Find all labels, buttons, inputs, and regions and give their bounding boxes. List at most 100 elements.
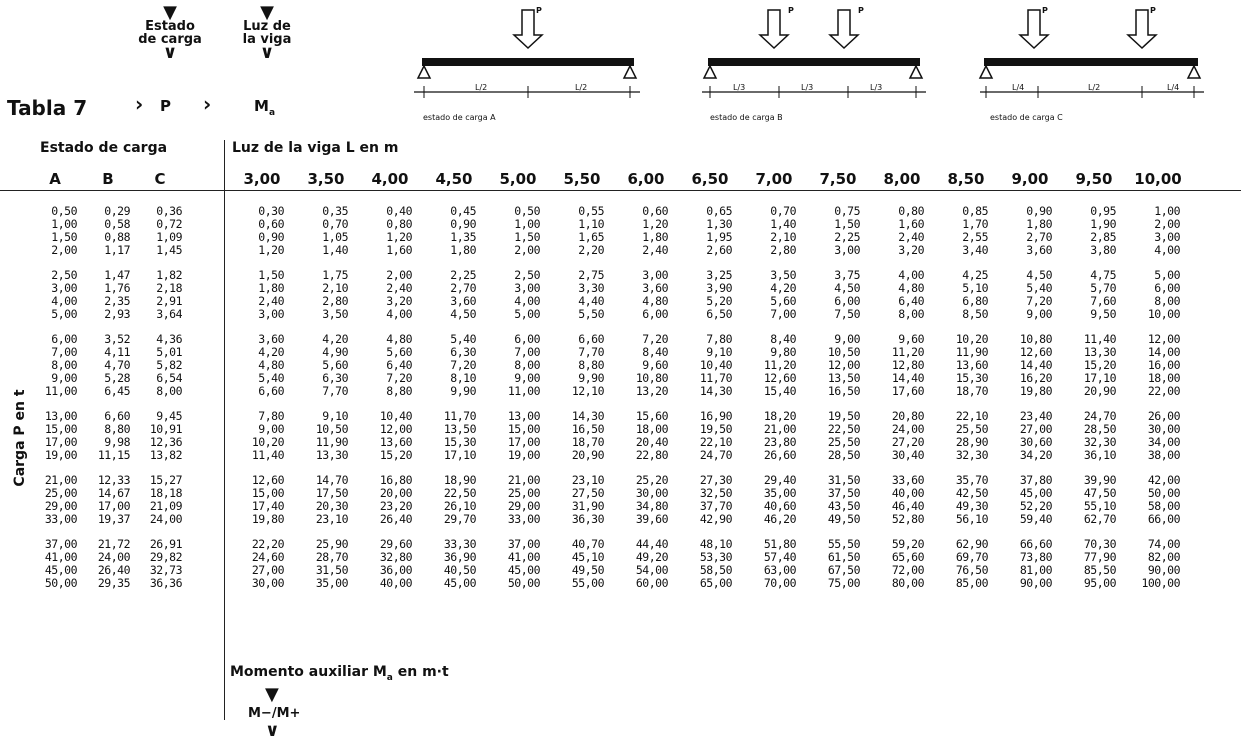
table-cell: 8,40 [642, 345, 668, 359]
table-cell: 9,80 [770, 345, 796, 359]
table-cell: 31,50 [827, 473, 861, 487]
table-cell: 0,75 [834, 204, 860, 218]
table-cell: 10,80 [1019, 332, 1053, 346]
table-cell: 57,40 [763, 550, 797, 564]
table-cell: 11,70 [443, 409, 477, 423]
momento-subscript: a [386, 672, 393, 683]
table-cell: 4,80 [386, 332, 412, 346]
table-cell: 8,80 [386, 384, 412, 398]
table-cell: 12,00 [379, 422, 413, 436]
table-cell: 11,00 [44, 384, 78, 398]
table-cell: 2,85 [1090, 230, 1116, 244]
table-cell: 18,00 [1147, 371, 1181, 385]
table-cell: 1,80 [450, 243, 476, 257]
table-cell: 0,80 [898, 204, 924, 218]
table-cell: 9,45 [156, 409, 182, 423]
table-cell: 26,60 [763, 448, 797, 462]
table-cell: 16,00 [1147, 358, 1181, 372]
table-cell: 16,90 [699, 409, 733, 423]
table-cell: 0,50 [514, 204, 540, 218]
table-cell: 9,00 [51, 371, 77, 385]
table-cell: 46,20 [763, 512, 797, 526]
table-cell: 1,20 [642, 217, 668, 231]
table-cell: 0,65 [706, 204, 732, 218]
table-cell: 4,20 [258, 345, 284, 359]
table-cell: 10,20 [955, 332, 989, 346]
table-cell: 60,00 [635, 576, 669, 590]
table-cell: 15,40 [763, 384, 797, 398]
table-cell: 26,10 [443, 499, 477, 513]
m-subscript: a [268, 108, 276, 118]
table-cell: 10,00 [1147, 307, 1181, 321]
table-cell: 48,10 [699, 537, 733, 551]
table-cell: 5,40 [450, 332, 476, 346]
table-cell: 37,50 [827, 486, 861, 500]
table-cell: 1,09 [156, 230, 182, 244]
table-cell: 1,65 [578, 230, 604, 244]
table-cell: 74,00 [1147, 537, 1181, 551]
table-cell: 2,60 [706, 243, 732, 257]
table-cell: 27,50 [571, 486, 605, 500]
table-cell: 11,90 [955, 345, 989, 359]
table-cell: 15,00 [44, 422, 78, 436]
table-cell: 31,50 [315, 563, 349, 577]
table-cell: 12,80 [891, 358, 925, 372]
table-cell: 20,40 [635, 435, 669, 449]
column-header: 4,50 [435, 170, 473, 188]
table-cell: 34,00 [1147, 435, 1181, 449]
table-cell: 22,50 [443, 486, 477, 500]
table-cell: 43,50 [827, 499, 861, 513]
table-cell: 0,60 [258, 217, 284, 231]
table-cell: 1,80 [1026, 217, 1052, 231]
table-cell: 27,20 [891, 435, 925, 449]
table-cell: 36,36 [149, 576, 183, 590]
table-cell: 1,45 [156, 243, 182, 257]
table-cell: 4,00 [1154, 243, 1180, 257]
table-cell: 0,70 [322, 217, 348, 231]
table-cell: 75,00 [827, 576, 861, 590]
table-cell: 3,52 [104, 332, 130, 346]
table-cell: 7,20 [386, 371, 412, 385]
table-cell: 1,47 [104, 268, 130, 282]
table-cell: 25,00 [507, 486, 541, 500]
table-cell: 32,80 [379, 550, 413, 564]
table-cell: 3,90 [706, 281, 732, 295]
table-cell: 14,70 [315, 473, 349, 487]
table-cell: 6,60 [578, 332, 604, 346]
column-header: 9,00 [1011, 170, 1049, 188]
table-cell: 9,50 [1090, 307, 1116, 321]
table-cell: 1,60 [386, 243, 412, 257]
table-cell: 13,60 [955, 358, 989, 372]
load-label: P [858, 6, 864, 15]
table-cell: 1,50 [51, 230, 77, 244]
table-cell: 3,30 [578, 281, 604, 295]
table-cell: 7,00 [51, 345, 77, 359]
table-cell: 50,00 [507, 576, 541, 590]
table-cell: 24,00 [97, 550, 131, 564]
table-cell: 18,70 [955, 384, 989, 398]
table-cell: 3,00 [642, 268, 668, 282]
table-cell: 70,30 [1083, 537, 1117, 551]
table-cell: 37,70 [699, 499, 733, 513]
table-cell: 18,70 [571, 435, 605, 449]
table-cell: 13,20 [635, 384, 669, 398]
table-cell: 36,10 [1083, 448, 1117, 462]
table-cell: 19,80 [1019, 384, 1053, 398]
table-cell: 23,20 [379, 499, 413, 513]
table-cell: 22,10 [699, 435, 733, 449]
table-cell: 45,00 [507, 563, 541, 577]
table-cell: 13,82 [149, 448, 183, 462]
column-header: A [49, 170, 61, 188]
table-cell: 3,75 [834, 268, 860, 282]
table-cell: 52,20 [1019, 499, 1053, 513]
table-cell: 1,00 [514, 217, 540, 231]
table-cell: 14,30 [699, 384, 733, 398]
table-cell: 47,50 [1083, 486, 1117, 500]
table-cell: 11,20 [891, 345, 925, 359]
table-cell: 4,00 [898, 268, 924, 282]
span-label: L/4 [1012, 83, 1025, 92]
table-cell: 49,20 [635, 550, 669, 564]
table-cell: 2,91 [156, 294, 182, 308]
table-cell: 23,40 [1019, 409, 1053, 423]
table-cell: 0,85 [962, 204, 988, 218]
